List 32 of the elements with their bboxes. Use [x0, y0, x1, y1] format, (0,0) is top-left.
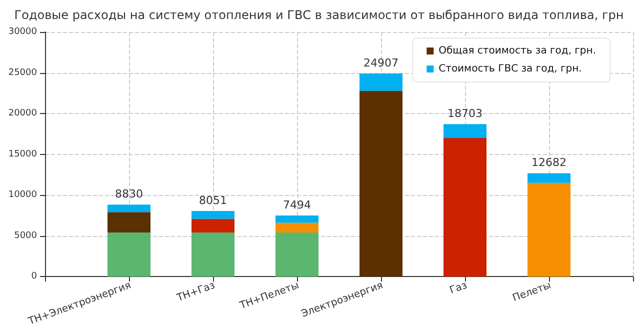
chart-title: Годовые расходы на систему отопления и ГВС в зависимости от выбранного вида топлива, грн	[14, 8, 624, 22]
bar	[108, 232, 150, 277]
bar	[108, 212, 150, 233]
bar	[528, 173, 570, 183]
x-tick-label: Газ	[448, 280, 469, 296]
bar	[276, 232, 318, 277]
bar	[444, 124, 486, 138]
y-tick-label: 15000	[8, 149, 38, 160]
bar	[192, 218, 234, 233]
y-tick-label: 0	[31, 272, 38, 282]
total-label: 7494	[283, 198, 311, 212]
bar	[192, 210, 234, 219]
bar	[528, 182, 570, 277]
total-label: 8830	[115, 188, 143, 201]
legend-label: Общая стоимость за год, грн.	[438, 46, 596, 56]
y-tick-label: 10000	[8, 190, 38, 200]
bar	[360, 74, 402, 91]
y-tick-label: 20000	[8, 108, 38, 119]
bar	[276, 215, 318, 223]
y-tick-label: 5000	[14, 230, 38, 241]
total-label: 12682	[532, 156, 566, 170]
bar	[192, 232, 234, 277]
bar	[108, 204, 150, 212]
bar	[360, 90, 402, 277]
total-label: 8051	[199, 194, 227, 207]
total-label: 24907	[364, 56, 398, 70]
y-tick-label: 25000	[8, 68, 38, 78]
y-tick-label: 30000	[8, 27, 38, 37]
legend-label: Стоимость ГВС за год, грн.	[438, 64, 582, 74]
total-label: 18703	[448, 107, 482, 120]
bar	[276, 222, 318, 233]
bar	[444, 138, 486, 277]
